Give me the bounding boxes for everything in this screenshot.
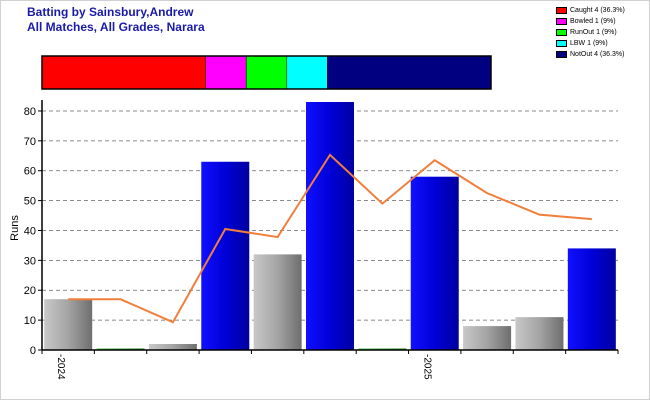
bar-6: [306, 102, 354, 350]
legend-item-lbw: LBW 1 (9%): [556, 38, 646, 49]
trend-line: [68, 153, 592, 324]
chart-subtitle: All Matches, All Grades, Narara: [27, 20, 205, 34]
y-tick-label-40: 40: [24, 225, 36, 237]
dismissal-summary-bar: [41, 55, 492, 90]
x-tick-label-2024: -2024: [55, 354, 66, 380]
trend-polyline: [68, 153, 592, 324]
y-tick-label-80: 80: [24, 106, 36, 118]
summary-border: [41, 55, 492, 90]
bar-3: [148, 344, 197, 350]
legend-label-lbw: LBW 1 (9%): [570, 40, 608, 47]
chart-title: Batting by Sainsbury,Andrew: [27, 5, 194, 19]
legend-item-caught: Caught 4 (36.3%): [556, 5, 646, 16]
legend-label-runout: RunOut 1 (9%): [570, 29, 617, 36]
y-tick-label-0: 0: [30, 345, 36, 357]
legend-item-runout: RunOut 1 (9%): [556, 27, 646, 38]
bar-5: [253, 254, 302, 350]
y-tick-label-30: 30: [24, 255, 36, 267]
x-tick-label-2025: -2025: [422, 354, 433, 380]
summary-segment-notout: [327, 55, 492, 90]
bar-1: [44, 299, 93, 350]
legend-swatch-runout: [556, 29, 567, 36]
y-tick-label-20: 20: [24, 285, 36, 297]
axes: 0 10 20 30 40 50 60 70 80 -2024 -2025: [24, 100, 619, 380]
legend-label-bowled: Bowled 1 (9%): [570, 18, 616, 25]
legend-label-notout: NotOut 4 (36.3%): [570, 51, 625, 58]
summary-segment-caught: [41, 55, 206, 90]
bar-9: [463, 326, 512, 350]
legend-item-notout: NotOut 4 (36.3%): [556, 49, 646, 60]
bars: [44, 102, 616, 350]
y-axis-label: Runs: [9, 215, 21, 241]
legend-swatch-lbw: [556, 40, 567, 47]
bar-4: [201, 161, 250, 350]
legend-label-caught: Caught 4 (36.3%): [570, 7, 625, 14]
legend-item-bowled: Bowled 1 (9%): [556, 16, 646, 27]
legend-swatch-caught: [556, 7, 567, 14]
y-tick-label-10: 10: [24, 315, 36, 327]
legend-swatch-notout: [556, 51, 567, 58]
summary-segment-runout: [245, 55, 288, 90]
bar-8: [410, 176, 459, 350]
legend-swatch-bowled: [556, 18, 567, 25]
y-tick-label-70: 70: [24, 136, 36, 148]
bar-11: [567, 248, 616, 350]
legend: Caught 4 (36.3%) Bowled 1 (9%) RunOut 1 …: [556, 5, 646, 60]
y-tick-label-60: 60: [24, 166, 36, 178]
summary-segment-bowled: [205, 55, 247, 90]
bar-10: [515, 317, 564, 350]
y-tick-label-50: 50: [24, 196, 36, 208]
summary-segment-lbw: [286, 55, 328, 90]
